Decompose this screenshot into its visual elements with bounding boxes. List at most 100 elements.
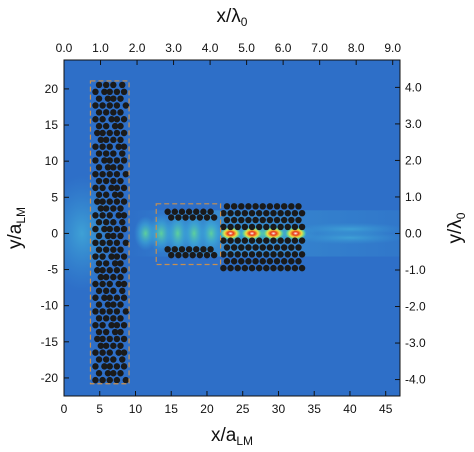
hole [92, 280, 99, 288]
hole [207, 208, 214, 215]
hole [92, 376, 99, 384]
hole [273, 244, 281, 251]
hole [102, 109, 110, 116]
hole [230, 216, 238, 224]
hole [101, 157, 108, 164]
hole [120, 253, 128, 260]
hole [92, 253, 99, 260]
hole [117, 342, 124, 349]
hole [95, 122, 103, 130]
hole [193, 246, 200, 253]
hole [99, 349, 106, 356]
hole [122, 376, 130, 384]
hole [102, 273, 110, 281]
hole [227, 223, 234, 231]
hole [241, 237, 249, 244]
left-axis-title-main: y/a [5, 223, 26, 249]
exit-beam [292, 231, 400, 245]
hole [120, 88, 128, 96]
hole [97, 205, 105, 212]
hole [113, 225, 121, 233]
hole [110, 109, 117, 116]
bottom-axis-tick-label: 5 [96, 402, 103, 416]
hole [115, 143, 122, 150]
hole [288, 203, 295, 210]
hole [263, 251, 270, 258]
hole [106, 308, 113, 315]
hole [122, 102, 130, 109]
hole [113, 335, 121, 343]
top-axis-tick-label: 7.0 [311, 41, 328, 55]
top-axis-tick-label: 9.0 [384, 41, 401, 55]
hole [168, 214, 175, 221]
hole [210, 214, 218, 221]
hole [120, 363, 128, 370]
hole [196, 214, 204, 221]
hole [113, 157, 121, 164]
hole [238, 258, 245, 265]
hole [230, 244, 238, 251]
hole [95, 356, 103, 363]
lens-outline [155, 203, 222, 266]
hole [120, 129, 128, 137]
hole [234, 264, 241, 272]
hole [102, 342, 110, 349]
hole [95, 164, 103, 171]
hole [284, 223, 291, 231]
hole [119, 287, 126, 295]
hole [104, 95, 112, 102]
hole [92, 294, 99, 301]
hole [117, 136, 124, 144]
hole [102, 205, 110, 212]
top-axis-title: x/λ0 [217, 6, 248, 29]
hole [95, 370, 103, 377]
focus-lobe [165, 211, 190, 256]
hole [119, 150, 126, 157]
hole [120, 335, 128, 343]
hole [245, 216, 252, 224]
hole [95, 328, 103, 336]
hole [102, 150, 110, 157]
hole [92, 363, 99, 370]
hole [106, 225, 113, 233]
bottom-axis: 0 5 10 15 20 25 30 35 40 45 [61, 391, 393, 416]
hole [92, 184, 99, 192]
hole [220, 209, 227, 217]
hole [95, 109, 103, 116]
hole [171, 246, 179, 253]
hole [104, 370, 112, 377]
hole [263, 264, 270, 272]
hole [227, 264, 234, 272]
hole [117, 246, 124, 253]
hole [241, 251, 249, 258]
hole [110, 95, 117, 102]
hole [266, 216, 274, 224]
hole [273, 258, 281, 265]
hole [120, 212, 128, 219]
hole [241, 264, 249, 272]
hole [185, 246, 193, 253]
hole [92, 212, 99, 219]
hole [92, 308, 99, 315]
hole [291, 251, 299, 258]
hole [117, 177, 124, 185]
hole [102, 328, 110, 336]
top-axis-tick-label: 2.0 [129, 41, 146, 55]
hole [277, 264, 284, 272]
left-axis-tick-label: 20 [45, 82, 59, 96]
hole [119, 219, 126, 226]
hole [110, 164, 117, 171]
hole [92, 102, 99, 109]
hole [298, 209, 306, 217]
left-axis-title: y/aLM [5, 207, 28, 249]
hole [120, 157, 128, 164]
hole [120, 116, 128, 123]
right-axis-title: y/λ0 [445, 212, 468, 243]
hole [248, 237, 256, 244]
hole [95, 287, 103, 295]
hole [110, 232, 117, 240]
top-axis-tick-label: 3.0 [165, 41, 182, 55]
hole [106, 157, 113, 164]
hole [295, 203, 302, 210]
